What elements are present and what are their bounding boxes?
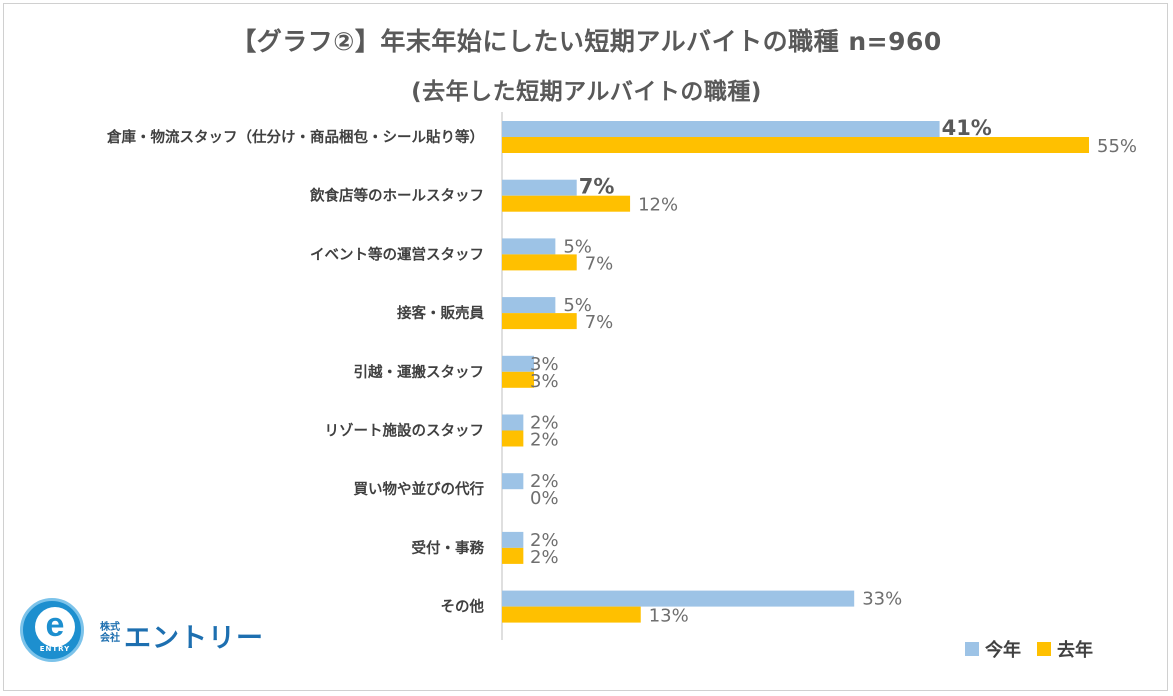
category-label-3: 接客・販売員 [397,304,484,322]
logo-company-name: エントリー [124,623,264,654]
category-label-7: 受付・事務 [412,539,485,557]
bar-last-year-3 [502,313,577,330]
category-label-0: 倉庫・物流スタッフ（仕分け・商品梱包・シール貼り等） [106,128,484,146]
chart-subtitle: (去年した短期アルバイトの職種) [411,79,762,105]
data-label-last-year-7: 2% [530,547,559,568]
chart-frame [3,3,1168,691]
data-label-last-year-5: 2% [530,430,559,451]
bar-this-year-0 [502,121,940,137]
bar-this-year-5 [502,414,524,431]
data-label-this-year-2: 5% [563,236,592,257]
data-label-this-year-4: 3% [530,354,559,375]
logo-ring-text: ENTRY [39,645,71,653]
data-label-this-year-3: 5% [563,295,592,316]
bar-last-year-4 [502,371,535,388]
category-label-5: リゾート施設のスタッフ [325,422,485,440]
category-label-8: その他 [441,598,485,616]
data-label-this-year-6: 2% [530,471,559,492]
legend-swatch-last-year [1037,642,1051,656]
bar-this-year-7 [502,531,524,548]
legend: 今年 去年 [965,636,1109,662]
legend-label-this-year: 今年 [985,640,1021,661]
data-label-this-year-1: 7% [579,175,615,199]
data-label-last-year-1: 12% [638,195,678,216]
logo-letter: e [35,607,75,647]
data-label-last-year-8: 13% [649,606,689,627]
data-label-last-year-0: 55% [1097,136,1137,157]
bar-last-year-1 [502,195,631,212]
bar-last-year-0 [502,137,1089,153]
category-label-1: 飲食店等のホールスタッフ [309,187,484,205]
data-label-this-year-8: 33% [862,589,902,610]
bar-last-year-8 [502,606,641,623]
data-label-this-year-5: 2% [530,413,559,434]
bar-this-year-1 [502,179,577,196]
chart-title: 【グラフ②】年末年始にしたい短期アルバイトの職種 n=960 [231,27,942,56]
data-label-this-year-0: 41% [942,116,992,140]
legend-item-this-year: 今年 [965,636,1021,662]
legend-item-last-year: 去年 [1037,636,1093,662]
bar-last-year-7 [502,547,524,564]
data-label-last-year-4: 3% [530,371,559,392]
logo-emblem: e ENTRY [20,598,84,662]
category-label-2: イベント等の運営スタッフ [310,245,484,263]
bar-this-year-4 [502,355,535,372]
bar-last-year-5 [502,430,524,447]
bar-this-year-6 [502,473,524,490]
bar-this-year-8 [502,590,855,607]
data-label-last-year-6: 0% [530,488,559,509]
bar-last-year-2 [502,254,577,271]
legend-label-last-year: 去年 [1057,640,1093,661]
data-label-last-year-3: 7% [585,312,614,333]
category-label-4: 引越・運搬スタッフ [354,363,485,381]
company-logo: e ENTRY 株式会社 エントリー [20,598,280,668]
legend-swatch-this-year [965,642,979,656]
bar-this-year-2 [502,238,556,255]
logo-company-type: 株式会社 [100,622,120,644]
bar-this-year-3 [502,297,556,314]
data-label-last-year-2: 7% [585,253,614,274]
category-label-6: 買い物や並びの代行 [354,480,485,498]
data-label-this-year-7: 2% [530,530,559,551]
